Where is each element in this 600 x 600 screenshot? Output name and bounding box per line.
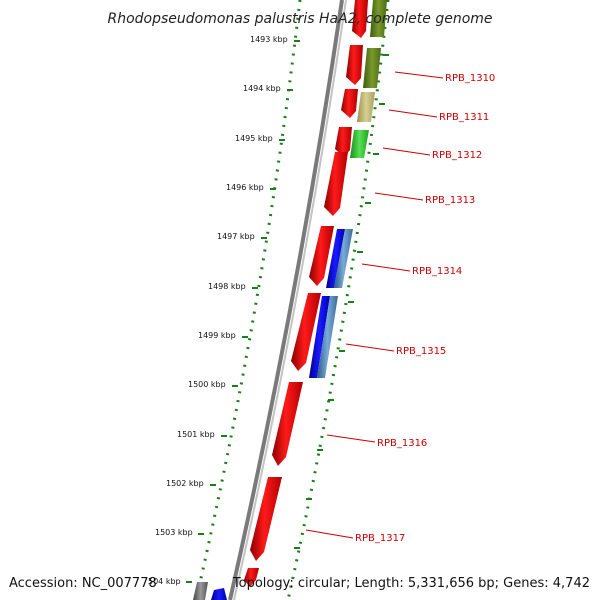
cog-feature-olive	[363, 48, 381, 88]
cog-feature-steel	[334, 229, 353, 288]
gene-leaders	[305, 71, 444, 539]
cog-track	[309, 0, 387, 378]
scale-label-1503: 1503 kbp	[155, 528, 193, 537]
map-title: Rhodopseudomonas palustris HaA2, complet…	[107, 11, 492, 27]
scale-label-1495: 1495 kbp	[235, 134, 273, 143]
cds-track	[244, 0, 368, 587]
scale-label-1504: 504 kbp	[148, 577, 181, 586]
gene-label-rpb-1317: RPB_1317	[355, 533, 405, 544]
gene-label-rpb-1310: RPB_1310	[445, 73, 495, 84]
scale-label-1493: 1493 kbp	[250, 35, 288, 44]
outer-dotted-ring	[286, 0, 390, 600]
cds-arrow	[250, 477, 282, 561]
cds-arrow	[272, 382, 303, 466]
scale-label-1494: 1494 kbp	[243, 84, 281, 93]
accession-text: Accession: NC_007778	[9, 576, 157, 591]
gene-label-rpb-1315: RPB_1315	[396, 346, 446, 357]
gene-label-rpb-1311: RPB_1311	[439, 112, 489, 123]
scale-label-1502: 1502 kbp	[166, 479, 204, 488]
backbone-shadow	[233, 0, 347, 600]
cog-feature-green	[350, 130, 369, 158]
cds-arrow	[309, 226, 334, 286]
cds-arrow	[291, 293, 321, 371]
scale-label-1497: 1497 kbp	[217, 232, 255, 241]
cds-arrow	[335, 127, 352, 157]
gene-label-rpb-1312: RPB_1312	[432, 150, 482, 161]
cds-arrow	[346, 45, 363, 85]
scale-label-1498: 1498 kbp	[208, 282, 246, 291]
cog-feature-olive	[370, 0, 387, 37]
gene-label-rpb-1314: RPB_1314	[412, 266, 462, 277]
scale-label-1499: 1499 kbp	[198, 331, 236, 340]
genome-backbone	[228, 0, 344, 600]
cog-feature-steel	[317, 296, 338, 378]
rna-feature-gray	[193, 582, 208, 600]
cds-arrow	[324, 152, 348, 216]
scale-dotted-ring	[194, 0, 302, 600]
gene-label-rpb-1316: RPB_1316	[377, 438, 427, 449]
cog-feature-blue	[211, 588, 227, 600]
scale-label-1500: 1500 kbp	[188, 380, 226, 389]
cog-feature-blue	[326, 229, 345, 288]
cds-arrow	[352, 0, 368, 38]
outer-ring-ticks	[294, 54, 389, 549]
cds-arrow	[341, 89, 358, 118]
genome-summary-text: Topology: circular; Length: 5,331,656 bp…	[232, 576, 590, 591]
gene-label-rpb-1313: RPB_1313	[425, 195, 475, 206]
scale-label-1496: 1496 kbp	[226, 183, 264, 192]
cog-feature-khaki	[357, 92, 375, 122]
cds-arrow	[244, 568, 259, 587]
cog-feature-blue	[309, 296, 330, 378]
scale-label-1501: 1501 kbp	[177, 430, 215, 439]
